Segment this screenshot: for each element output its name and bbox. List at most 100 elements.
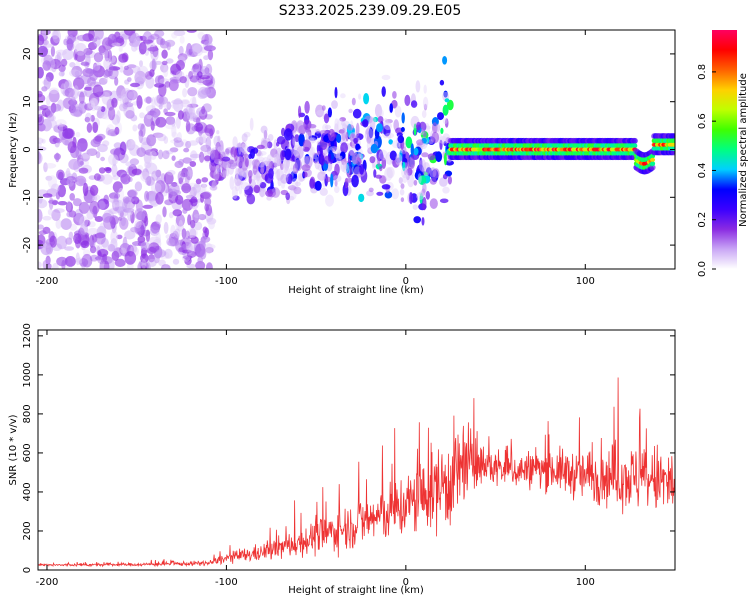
spectrogram-cell xyxy=(188,71,194,80)
spectrogram-cell xyxy=(650,157,656,162)
spectrogram-cell xyxy=(80,61,90,66)
spectrogram-cell xyxy=(334,185,340,194)
spectrogram-cell xyxy=(91,37,98,42)
spectrogram-cell xyxy=(416,139,424,146)
spectrogram-cell xyxy=(392,91,397,99)
spectrogram-cell xyxy=(171,32,178,39)
spectrogram-cell xyxy=(632,143,638,149)
spectrogram-cell xyxy=(134,219,142,229)
spectrogram-cell xyxy=(101,90,113,97)
spectrogram-cell xyxy=(353,137,358,145)
spectrogram-cell xyxy=(47,175,58,189)
spectrogram-cell xyxy=(292,137,296,146)
spectrogram-cell xyxy=(41,138,46,144)
spectrogram-cell xyxy=(256,170,261,182)
snr-xlabel: Height of straight line (km) xyxy=(288,585,424,596)
spectrogram-cell xyxy=(320,147,323,157)
spectrogram-cell xyxy=(139,112,145,119)
spectrogram-cell xyxy=(327,146,333,155)
spectrogram-cell xyxy=(124,230,136,240)
spectrogram-cell xyxy=(50,46,56,57)
spectrogram-cell xyxy=(146,134,157,147)
spectrogram-cell xyxy=(177,53,188,61)
spectrogram-cell xyxy=(65,167,71,178)
spectrogram-cell xyxy=(311,152,318,160)
spectrogram-cell xyxy=(171,118,176,127)
spectrogram-cell xyxy=(83,48,93,56)
spectrogram-cell xyxy=(282,159,289,174)
spectrogram-cell xyxy=(187,87,198,97)
spectrogram-cell xyxy=(204,242,213,255)
spectrogram-cell xyxy=(168,211,174,219)
spectrogram-cell xyxy=(112,156,117,167)
spectrogram-cell xyxy=(100,156,105,162)
spectrogram-cell xyxy=(144,156,152,168)
snr-xtick-label: 100 xyxy=(576,577,595,588)
spectrogram-cell xyxy=(334,86,338,99)
spectrogram-cell xyxy=(402,174,408,184)
spectrogram-cell xyxy=(324,155,330,165)
spectrogram-cell xyxy=(127,91,137,100)
spectrogram-cell xyxy=(221,162,230,169)
spectrogram-cell xyxy=(123,67,134,76)
spectrogram-cell xyxy=(236,142,242,148)
spectrogram-cell xyxy=(187,103,199,108)
spectrogram-cell xyxy=(295,120,305,134)
spectrogram-cell xyxy=(333,140,337,151)
spectrogram-cell xyxy=(229,176,235,190)
spectrogram-cell xyxy=(187,169,193,177)
spectrogram-cell xyxy=(416,121,422,131)
spectrogram-cell xyxy=(122,236,128,251)
spectrogram-cell xyxy=(155,116,167,128)
spectrogram-cell xyxy=(94,30,104,40)
spectrogram-cell xyxy=(369,156,376,164)
spectrogram-cell xyxy=(89,201,100,215)
spectrogram-cell xyxy=(58,71,65,77)
spectrogram-cell xyxy=(40,241,52,256)
spectrogram-cell xyxy=(422,96,429,109)
spectrogram-cell xyxy=(222,170,228,178)
spectrogram-cell xyxy=(38,224,44,230)
spectrogram-cell xyxy=(56,235,68,250)
spectrogram-cell xyxy=(55,152,60,163)
spectrogram-cell xyxy=(439,177,448,187)
spectrogram-cell xyxy=(297,146,305,151)
spectrogram-cell xyxy=(401,167,409,179)
spectrogram-cell xyxy=(266,195,272,201)
spectrogram-cell xyxy=(193,184,201,193)
spectrogram-cell xyxy=(343,161,348,170)
spectrogram-xtick-label: 100 xyxy=(576,276,595,287)
snr-ytick-label: 1200 xyxy=(22,323,33,348)
spectrogram-cell xyxy=(198,134,207,143)
spectrogram-cell xyxy=(92,63,101,71)
spectrogram-cell xyxy=(155,249,167,258)
spectrogram-cell xyxy=(294,134,300,143)
spectrogram-cell xyxy=(415,80,421,93)
spectrogram-cell xyxy=(86,211,94,220)
spectrogram-cell xyxy=(234,178,241,192)
spectrogram-cell xyxy=(282,164,289,169)
spectrogram-cell xyxy=(95,232,106,245)
spectrogram-cell xyxy=(446,99,454,111)
spectrogram-cell xyxy=(315,104,325,118)
spectrogram-cell xyxy=(153,112,159,119)
spectrogram-cell xyxy=(235,167,239,180)
spectrogram-cell xyxy=(170,224,176,238)
spectrogram-cell xyxy=(150,182,162,193)
spectrogram-cell xyxy=(400,183,405,189)
spectrogram-cell xyxy=(215,164,220,173)
colorbar-label: Normalized spectral amplitude xyxy=(738,73,749,227)
spectrogram-cell xyxy=(242,151,247,156)
spectrogram-cell xyxy=(112,201,121,208)
spectrogram-cell xyxy=(98,167,106,174)
spectrogram-cell xyxy=(273,139,278,151)
spectrogram-cell xyxy=(93,52,104,63)
spectrogram-cell xyxy=(435,151,443,163)
spectrogram-cell xyxy=(81,152,90,162)
spectrogram-cell xyxy=(383,121,392,131)
spectrogram-cell xyxy=(389,150,397,161)
spectrogram-cell xyxy=(384,167,393,181)
spectrogram-cell xyxy=(79,215,89,228)
